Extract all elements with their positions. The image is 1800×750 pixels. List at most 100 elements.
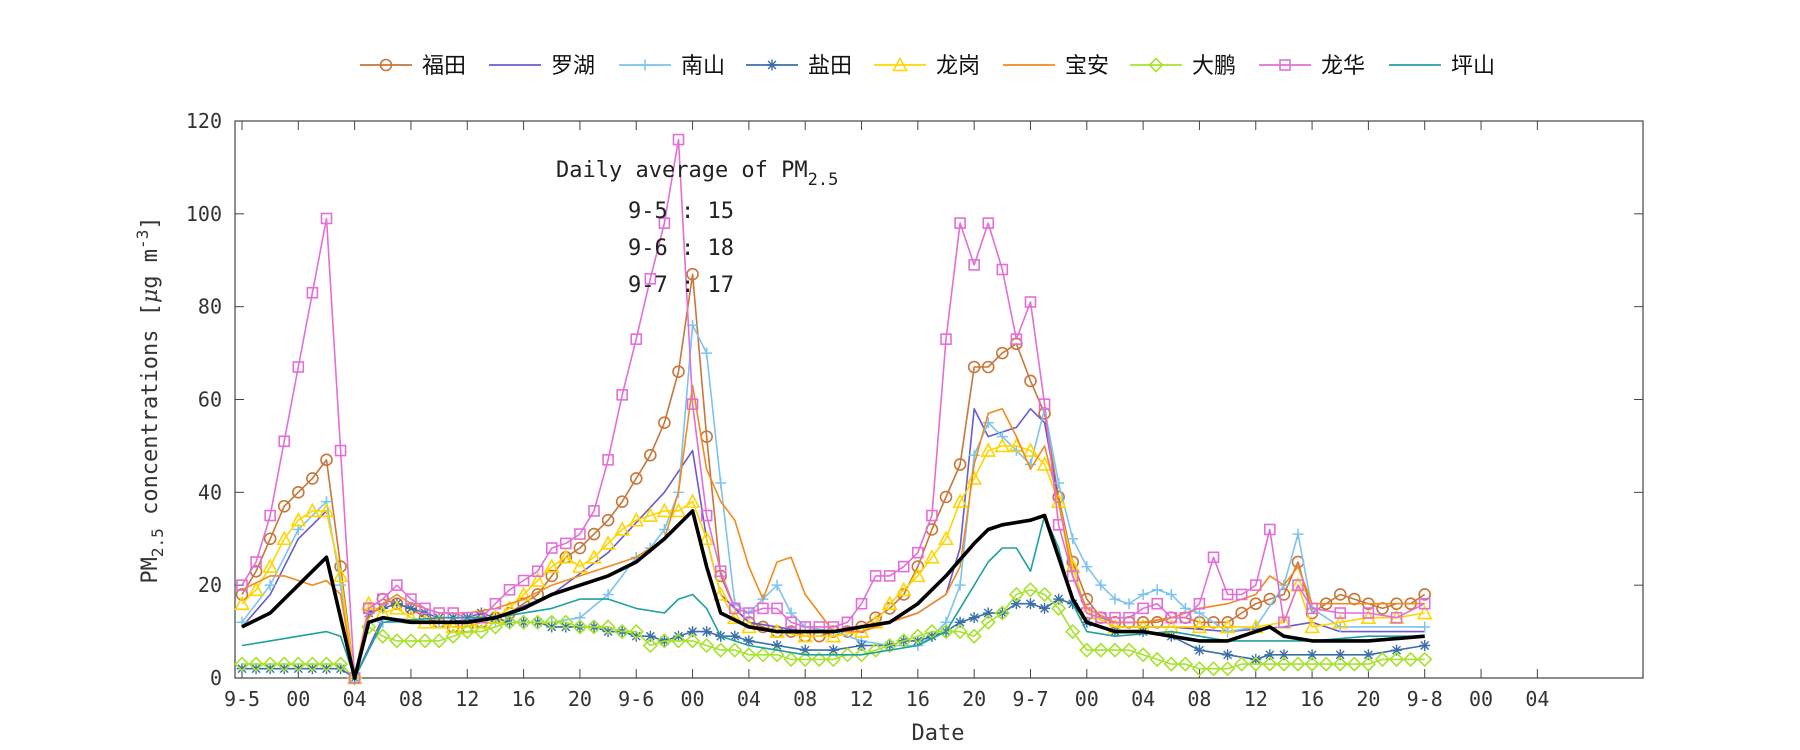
data-point [1052,519,1065,531]
data-point [628,512,645,527]
data-point [1332,656,1348,672]
data-point [573,541,587,555]
data-point [558,614,574,630]
data-point [940,333,952,345]
data-point [1010,445,1022,457]
data-point [1219,618,1236,634]
data-point [1318,656,1334,672]
legend-item: 大鹏 [1130,54,1236,79]
data-point [881,595,898,611]
data-point [1205,661,1222,677]
data-point [771,602,783,615]
data-point [1419,640,1431,652]
x-tick-label: 9-7 [1012,687,1048,711]
data-point [811,651,827,668]
x-tick-label: 9-8 [1407,687,1443,711]
data-point [698,530,715,546]
data-point [546,621,558,633]
data-point [1093,642,1109,658]
data-point [728,602,741,615]
data-point [616,389,628,401]
data-point [320,212,333,225]
data-point [1109,593,1121,605]
data-point [827,644,839,656]
data-point [883,570,896,582]
data-point [684,633,701,649]
data-point [560,621,572,633]
data-point [797,628,814,643]
data-point [375,628,391,644]
data-point [670,502,687,518]
data-point [1376,602,1389,615]
x-tick-label: 00 [286,687,310,711]
data-point [954,579,966,591]
data-point [656,502,673,518]
data-point [1250,653,1262,665]
data-point [234,595,250,611]
data-point [557,549,574,564]
x-tick-label: 04 [737,687,761,711]
data-point [771,579,783,591]
data-point [615,495,629,508]
data-point [1207,615,1220,629]
data-point [783,651,799,668]
data-point [715,477,727,489]
x-axis-label: Date [912,721,965,746]
data-point [628,623,644,640]
data-point [644,448,657,462]
series-Average [241,509,1425,680]
data-point [1137,602,1149,615]
data-point [292,663,304,675]
annotation-title: Daily average of PM2.5 [556,158,838,190]
data-point [658,523,670,535]
data-point [445,628,461,644]
data-point [980,614,996,630]
legend-label: 盐田 [808,54,852,79]
data-point [855,597,868,610]
data-point [236,663,248,675]
data-point [276,656,292,672]
axis-ticks [235,120,1643,679]
data-point [1417,651,1433,668]
data-point [1374,651,1391,668]
data-point [1333,588,1347,601]
data-point [1163,618,1180,634]
data-point [966,628,982,644]
data-point [306,286,319,299]
data-point [996,263,1009,276]
y-tick-label: 100 [186,202,222,226]
data-point [248,656,264,672]
data-point [318,656,335,672]
data-point [743,635,755,647]
series-line [241,384,1425,679]
legend-item: 盐田 [746,54,852,79]
data-point [1137,588,1149,600]
legend-item: 龙岗 [874,54,980,79]
data-point [377,602,389,614]
data-point [952,493,968,508]
data-point [248,581,264,597]
data-point [405,602,417,614]
data-point [729,630,741,642]
legend-label: 大鹏 [1192,54,1236,79]
legend-marker [379,58,393,72]
data-point [602,588,614,600]
data-point [318,502,335,518]
data-point [264,579,276,591]
x-tick-label: 04 [1525,687,1549,711]
y-tick-label: 60 [198,388,222,412]
data-point [1403,651,1419,668]
data-point [276,530,293,546]
data-point [529,572,546,587]
data-point [614,623,630,640]
data-point [869,570,882,582]
x-tick-label: 20 [568,687,592,711]
data-point [785,616,797,629]
x-tick-label: 12 [1244,687,1268,711]
data-point [966,470,983,485]
series-line [241,509,1425,680]
legend-label: 龙岗 [936,54,980,79]
data-point [1235,606,1248,620]
series-大鹏 [234,582,1433,686]
data-point [882,637,898,654]
